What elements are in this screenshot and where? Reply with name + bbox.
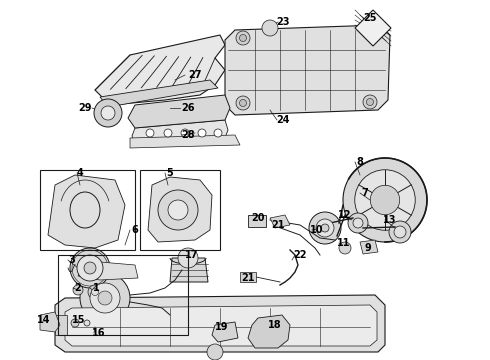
Polygon shape: [360, 240, 378, 254]
Bar: [240, 272, 256, 282]
Polygon shape: [132, 120, 228, 145]
Circle shape: [262, 20, 278, 36]
Circle shape: [168, 200, 188, 220]
Circle shape: [343, 158, 427, 242]
Text: 15: 15: [72, 315, 86, 325]
Circle shape: [158, 190, 198, 230]
Text: 21: 21: [271, 220, 285, 230]
Text: 20: 20: [251, 213, 265, 223]
Text: 18: 18: [268, 320, 282, 330]
Text: 6: 6: [132, 225, 138, 235]
Text: 1: 1: [93, 283, 99, 293]
Polygon shape: [48, 175, 125, 248]
Text: 11: 11: [337, 238, 351, 248]
Circle shape: [181, 129, 189, 137]
Polygon shape: [100, 80, 218, 107]
Circle shape: [240, 99, 246, 107]
Polygon shape: [65, 305, 377, 346]
Circle shape: [94, 99, 122, 127]
Circle shape: [309, 212, 341, 244]
Polygon shape: [128, 95, 230, 128]
Text: 3: 3: [69, 255, 75, 265]
Bar: [140, 170, 220, 250]
Text: 19: 19: [215, 322, 229, 332]
Polygon shape: [355, 10, 391, 46]
Circle shape: [353, 218, 363, 228]
Circle shape: [363, 23, 377, 37]
Circle shape: [236, 96, 250, 110]
Polygon shape: [248, 315, 290, 348]
Circle shape: [84, 262, 96, 274]
Circle shape: [207, 344, 223, 360]
Circle shape: [363, 95, 377, 109]
Bar: [248, 215, 266, 227]
Text: 26: 26: [181, 103, 195, 113]
Circle shape: [88, 285, 102, 299]
Polygon shape: [270, 215, 290, 228]
Text: 5: 5: [167, 168, 173, 178]
Circle shape: [321, 224, 329, 232]
Circle shape: [92, 288, 98, 296]
Circle shape: [348, 213, 368, 233]
Circle shape: [367, 27, 373, 33]
Text: 29: 29: [78, 103, 92, 113]
Text: 14: 14: [37, 315, 51, 325]
Circle shape: [80, 273, 130, 323]
Text: 2: 2: [74, 283, 81, 293]
Text: 16: 16: [92, 328, 106, 338]
Polygon shape: [148, 177, 212, 242]
Bar: [58, 255, 188, 335]
Circle shape: [316, 219, 334, 237]
Bar: [330, 158, 405, 163]
Polygon shape: [212, 322, 238, 342]
Circle shape: [71, 319, 79, 327]
Circle shape: [73, 285, 83, 295]
Circle shape: [70, 248, 110, 288]
Text: 4: 4: [76, 168, 83, 178]
Polygon shape: [40, 312, 60, 332]
Circle shape: [389, 221, 411, 243]
Text: 23: 23: [276, 17, 290, 27]
Circle shape: [198, 129, 206, 137]
Circle shape: [178, 248, 198, 268]
Text: 17: 17: [185, 250, 199, 260]
Circle shape: [367, 99, 373, 105]
Circle shape: [146, 129, 154, 137]
Bar: [40, 170, 135, 250]
Text: 13: 13: [383, 215, 397, 225]
Polygon shape: [225, 25, 390, 115]
Circle shape: [394, 226, 406, 238]
Text: 24: 24: [276, 115, 290, 125]
Circle shape: [90, 283, 120, 313]
Bar: [55, 315, 67, 335]
Polygon shape: [170, 258, 208, 282]
Text: 10: 10: [310, 225, 324, 235]
Polygon shape: [55, 295, 385, 352]
Text: 7: 7: [362, 188, 368, 198]
Text: 8: 8: [357, 157, 364, 167]
Text: 22: 22: [293, 250, 307, 260]
Circle shape: [98, 291, 112, 305]
Text: 21: 21: [241, 273, 255, 283]
Polygon shape: [95, 35, 225, 105]
Circle shape: [84, 320, 90, 326]
Text: 27: 27: [188, 70, 202, 80]
Circle shape: [240, 35, 246, 41]
Circle shape: [370, 185, 400, 215]
Circle shape: [101, 106, 115, 120]
Circle shape: [164, 129, 172, 137]
Text: 9: 9: [365, 243, 371, 253]
Circle shape: [339, 242, 351, 254]
Text: 28: 28: [181, 130, 195, 140]
Circle shape: [77, 255, 103, 281]
Circle shape: [355, 170, 415, 230]
Polygon shape: [78, 262, 138, 280]
Circle shape: [236, 31, 250, 45]
Text: 25: 25: [363, 13, 377, 23]
Polygon shape: [130, 135, 240, 148]
Circle shape: [214, 129, 222, 137]
Text: 12: 12: [338, 210, 352, 220]
